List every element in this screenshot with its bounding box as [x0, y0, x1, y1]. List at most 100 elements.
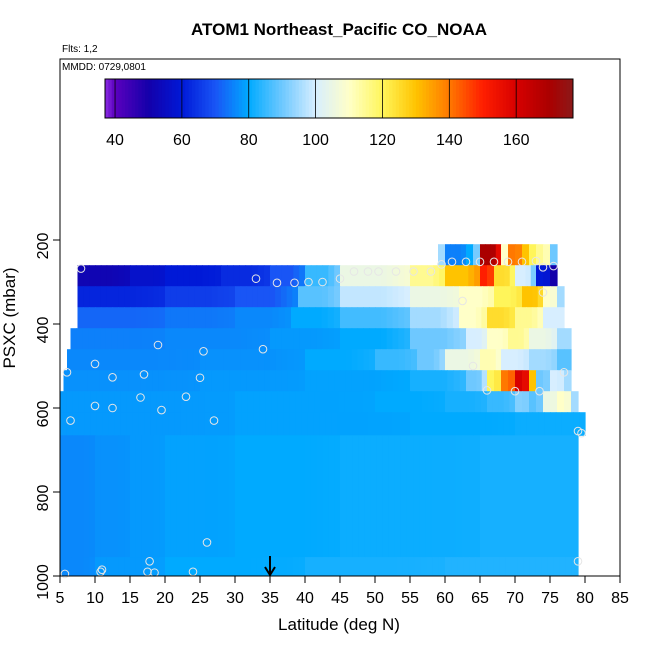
heatmap-cell	[186, 412, 194, 436]
heatmap-cell	[298, 286, 305, 308]
heatmap-cell	[492, 328, 499, 350]
colorbar-segment	[509, 79, 514, 118]
heatmap-cell	[340, 435, 347, 558]
heatmap-cell	[392, 265, 399, 287]
heatmap-cell	[295, 412, 302, 436]
observation-point	[426, 267, 436, 276]
heatmap-cell	[416, 307, 423, 329]
observation-point	[108, 373, 117, 382]
heatmap-cell	[60, 557, 67, 577]
heatmap-cell	[391, 412, 399, 436]
heatmap-cell	[60, 435, 67, 558]
colorbar-segment	[265, 79, 270, 118]
heatmap-cell	[505, 557, 513, 577]
heatmap-cell	[380, 286, 388, 308]
heatmap-cell	[210, 391, 218, 413]
heatmap-cell	[238, 557, 245, 577]
colorbar-segment	[345, 79, 350, 118]
heatmap-cell	[522, 370, 530, 392]
heatmap-cell	[571, 435, 579, 558]
colorbar-segment	[145, 79, 149, 118]
heatmap-cell	[363, 307, 370, 329]
heatmap-cell	[165, 557, 172, 577]
heatmap-cell	[277, 391, 285, 413]
heatmap-cell	[529, 328, 536, 350]
heatmap-cell	[60, 412, 67, 436]
heatmap-cell	[522, 286, 528, 308]
heatmap-cell	[241, 412, 248, 436]
heatmap-cell	[182, 328, 189, 350]
heatmap-cell	[177, 265, 185, 287]
heatmap-cell	[182, 307, 189, 329]
heatmap-cell	[564, 349, 572, 371]
colorbar-segment	[308, 79, 313, 118]
observation-point	[66, 416, 75, 425]
heatmap-cell	[162, 412, 170, 436]
colorbar-segment	[268, 79, 273, 118]
heatmap-cell	[198, 391, 206, 413]
heatmap-cell	[263, 286, 270, 308]
heatmap-cell	[321, 307, 329, 329]
heatmap-cell	[84, 412, 91, 436]
colorbar-segment	[479, 79, 484, 118]
heatmap-cell	[96, 391, 103, 413]
heatmap-cell	[135, 557, 143, 577]
heatmap-cell	[256, 557, 263, 577]
heatmap-cell	[239, 265, 247, 287]
heatmap-cell	[132, 391, 140, 413]
heatmap-cell	[462, 412, 469, 436]
heatmap-cell	[457, 557, 464, 577]
heatmap-cell	[95, 557, 102, 577]
heatmap-cell	[96, 412, 103, 436]
heatmap-cell	[76, 328, 83, 350]
colorbar-segment	[255, 79, 260, 118]
heatmap-cell	[292, 557, 300, 577]
heatmap-cell	[247, 412, 254, 436]
observation-point	[573, 557, 583, 566]
heatmap-cell	[485, 244, 492, 266]
heatmap-cell	[264, 370, 271, 392]
colorbar-segment	[469, 79, 474, 118]
heatmap-cell	[494, 286, 501, 308]
heatmap-cell	[217, 286, 224, 308]
heatmap-cell	[138, 412, 146, 436]
heatmap-cell	[541, 435, 548, 558]
colorbar-segment	[302, 79, 307, 118]
heatmap-cell	[77, 557, 84, 577]
heatmap-cell	[310, 265, 318, 287]
heatmap-cell	[174, 391, 182, 413]
colorbar-segment	[372, 79, 377, 118]
heatmap-cell	[404, 328, 411, 350]
heatmap-cell	[315, 307, 323, 329]
heatmap-cell	[316, 370, 324, 392]
heatmap-cell	[471, 328, 478, 350]
heatmap-cell	[473, 244, 481, 266]
observation-point	[458, 296, 467, 306]
heatmap-cell	[475, 307, 482, 329]
heatmap-cell	[307, 412, 315, 436]
observation-point	[437, 260, 446, 269]
colorbar-tick-label: 140	[436, 132, 463, 149]
heatmap-cell	[187, 349, 195, 371]
heatmap-cell	[466, 370, 472, 392]
y-tick-label: 1000	[35, 564, 52, 600]
heatmap-cell	[79, 349, 86, 371]
heatmap-cell	[320, 391, 327, 413]
colorbar-segment	[415, 79, 420, 118]
heatmap-cell	[340, 349, 347, 371]
heatmap-cell	[289, 391, 297, 413]
heatmap-cell	[498, 435, 506, 558]
y-tick-label: 400	[35, 317, 52, 344]
observation-point	[304, 277, 313, 287]
x-tick-label: 30	[226, 590, 244, 607]
heatmap-cell	[250, 557, 257, 577]
heatmap-cell	[426, 557, 434, 577]
heatmap-cell	[70, 328, 78, 350]
heatmap-cell	[281, 349, 289, 371]
heatmap-cell	[470, 307, 477, 329]
heatmap-cell	[492, 435, 499, 558]
heatmap-cell	[531, 307, 538, 329]
colorbar-segment	[248, 79, 253, 118]
heatmap-cell	[375, 265, 382, 287]
heatmap-cell	[316, 349, 324, 371]
